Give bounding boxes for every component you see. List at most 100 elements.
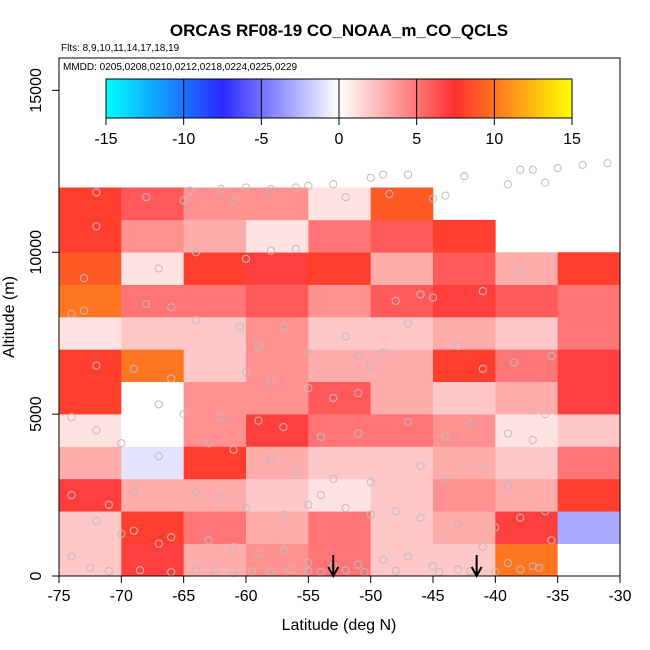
y-tick-label: 0 — [28, 571, 45, 580]
sample-point — [466, 419, 475, 428]
sample-point — [266, 455, 276, 464]
sample-point — [142, 193, 151, 202]
sample-point — [210, 567, 219, 576]
sample-point — [92, 222, 101, 231]
x-axis-label: Latitude (deg N) — [282, 617, 397, 634]
heatmap-cell — [370, 414, 434, 447]
sample-point — [441, 191, 450, 200]
heatmap-cell — [121, 284, 184, 318]
sample-point — [229, 542, 238, 551]
sample-point — [285, 565, 294, 574]
heatmap-cell — [433, 478, 496, 512]
sample-point — [534, 563, 544, 573]
heatmap-cell — [495, 446, 558, 480]
sample-point — [341, 566, 350, 575]
heatmap-cell — [495, 317, 558, 350]
sample-point — [403, 319, 413, 328]
heatmap-cell — [183, 478, 247, 512]
chart-title: ORCAS RF08-19 CO_NOAA_m_CO_QCLS — [170, 21, 508, 40]
heatmap-cell — [370, 219, 434, 253]
y-axis: 0 5000 10000 15000 — [28, 68, 60, 580]
colorbar: -15 -10 -5 0 5 10 15 — [94, 78, 581, 148]
sample-point — [86, 563, 95, 573]
heatmap-cell — [370, 381, 434, 415]
heatmap-cell — [59, 187, 122, 221]
heatmap-cell — [121, 252, 184, 285]
sample-point — [354, 388, 363, 398]
heatmap-cell — [495, 284, 558, 318]
heatmap-cell — [59, 317, 122, 350]
heatmap-cell — [308, 219, 371, 253]
sample-point — [441, 474, 450, 483]
sample-point — [366, 510, 375, 519]
sample-point — [142, 299, 151, 309]
sample-point — [316, 567, 325, 576]
y-tick-label: 5000 — [28, 396, 45, 432]
sample-point — [67, 309, 76, 318]
sample-point — [167, 533, 176, 542]
x-tick-label: -60 — [234, 588, 257, 605]
heatmap-cell — [557, 511, 621, 544]
sample-point — [154, 264, 163, 273]
heatmap-cell — [557, 252, 621, 285]
heatmap-cell — [59, 349, 122, 383]
sample-point — [304, 558, 313, 568]
sample-point — [428, 562, 438, 571]
sample-point — [391, 566, 400, 575]
heatmap-cell — [246, 284, 309, 318]
sample-point — [192, 248, 201, 257]
x-tick-label: -45 — [421, 588, 444, 605]
sample-point — [478, 542, 487, 551]
sample-point — [241, 254, 251, 263]
sample-point — [117, 529, 126, 539]
sample-point — [354, 429, 363, 438]
sample-point — [366, 478, 375, 487]
sample-point — [516, 513, 525, 522]
heatmap-cell — [183, 252, 247, 285]
sample-point — [541, 507, 550, 516]
heatmap-cell — [121, 317, 184, 350]
sample-point — [553, 163, 562, 173]
heatmap-cell — [246, 446, 309, 480]
sample-point — [216, 494, 226, 503]
sample-point — [391, 296, 400, 305]
heatmap-cell — [308, 446, 371, 480]
heatmap-cell — [308, 381, 371, 415]
heatmap-cell — [433, 252, 496, 285]
sample-point — [316, 490, 325, 500]
sample-point — [248, 567, 257, 576]
heatmap-cell — [308, 349, 371, 383]
heatmap-cell — [557, 349, 621, 383]
sample-point — [503, 481, 512, 490]
heatmap-cell — [308, 284, 371, 318]
sample-point — [266, 185, 276, 194]
heatmap-cell — [246, 317, 309, 350]
colorbar-tick-label: -15 — [94, 131, 117, 148]
sample-point — [92, 516, 101, 526]
sample-point — [379, 555, 388, 564]
heatmap-cell — [433, 511, 496, 544]
sample-point — [79, 274, 89, 283]
sample-point — [79, 306, 89, 315]
sample-point — [547, 536, 556, 545]
sample-point — [179, 410, 188, 419]
heatmap-cell — [59, 284, 122, 318]
heatmap-cell — [246, 252, 309, 285]
sample-point — [216, 413, 226, 422]
sample-point — [578, 160, 587, 169]
heatmap-cell — [557, 478, 621, 512]
sample-point — [304, 567, 313, 576]
sample-point — [92, 188, 101, 197]
x-tick-label: -35 — [546, 588, 569, 605]
sample-point — [509, 358, 519, 367]
sample-point — [241, 503, 251, 513]
arrows — [327, 555, 483, 579]
heatmap-cell — [370, 478, 434, 512]
sample-point — [154, 400, 163, 409]
sample-point — [304, 500, 313, 509]
sample-point — [254, 342, 263, 351]
heatmap-cell — [495, 252, 558, 285]
sample-point — [167, 374, 176, 383]
sample-point — [341, 503, 350, 513]
x-tick-label: -50 — [359, 588, 382, 605]
